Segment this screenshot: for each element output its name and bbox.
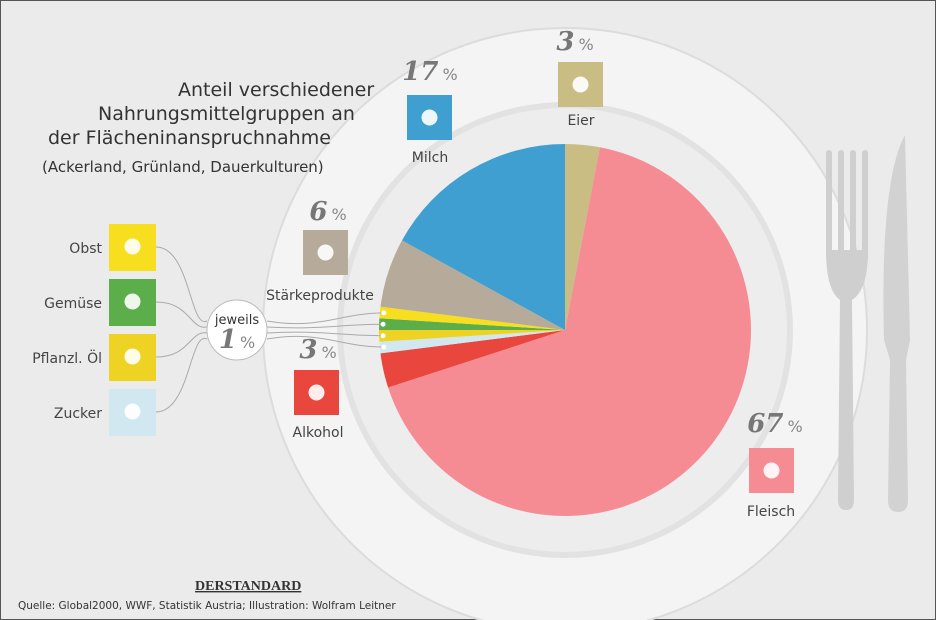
pie-slice: [379, 306, 565, 330]
pie-slice: [379, 330, 565, 354]
value-unit: %: [442, 65, 457, 84]
subtitle: (Ackerland, Grünland, Dauerkulturen): [42, 158, 324, 176]
icon: [572, 76, 589, 93]
value-label: 67%: [747, 409, 802, 439]
icon: [308, 384, 325, 401]
value-unit: %: [578, 35, 593, 54]
value-number: 3: [299, 335, 317, 365]
value-label: 3%: [299, 335, 336, 365]
icon: [763, 462, 780, 479]
group-circle: [206, 299, 268, 361]
category-label: Pflanzl. Öl: [32, 349, 102, 367]
connector: [266, 323, 384, 329]
group-label: jeweils: [214, 313, 259, 328]
pie-slice: [380, 330, 565, 388]
connector: [155, 338, 208, 413]
category-label: Fleisch: [747, 504, 795, 520]
pie-slice: [402, 144, 565, 330]
connector-dot: [380, 321, 386, 327]
value-label: 6%: [309, 197, 346, 227]
title-line: Nahrungsmittelgruppen an: [98, 103, 355, 125]
connector-dot: [380, 333, 386, 339]
value-number: 67: [747, 409, 783, 439]
title-line: der Flächeninanspruchnahme: [48, 127, 331, 149]
value-unit: %: [321, 343, 336, 362]
category-label: Milch: [412, 150, 448, 166]
value-label: 3%: [556, 27, 593, 57]
value-number: 3: [556, 27, 574, 57]
group-value: 1%: [219, 325, 255, 355]
fork: [826, 150, 868, 510]
connector: [155, 246, 208, 322]
value-number: 17: [402, 57, 438, 87]
value-unit: %: [787, 417, 802, 436]
category-label: Gemüse: [44, 296, 102, 312]
category-label: Alkohol: [293, 425, 344, 441]
pie-slice: [379, 330, 565, 342]
title-line: Anteil verschiedener: [178, 79, 374, 101]
icon: [124, 238, 141, 255]
connector: [155, 332, 208, 358]
icon: [124, 348, 141, 365]
value-unit: %: [240, 333, 255, 352]
knife: [883, 135, 910, 512]
pie-slice: [380, 240, 565, 330]
icon: [124, 293, 141, 310]
category-label: Obst: [69, 241, 102, 257]
source: Quelle: Global2000, WWF, Statistik Austr…: [18, 600, 396, 612]
value-label: 17%: [402, 57, 457, 87]
pie-slice: [565, 144, 600, 330]
connector: [266, 312, 384, 325]
connector: [266, 335, 384, 348]
icon: [421, 109, 438, 126]
value-number: 6: [309, 197, 327, 227]
icon: [124, 403, 141, 420]
connector: [266, 331, 384, 337]
value-unit: %: [331, 205, 346, 224]
value-number: 1: [219, 325, 237, 355]
category-label: Stärkeprodukte: [266, 288, 374, 304]
category-label: Zucker: [54, 406, 102, 422]
connector: [155, 301, 208, 328]
connector-dot: [381, 310, 387, 316]
pie-slice: [388, 147, 751, 517]
category-label: Eier: [567, 113, 594, 129]
source-logo: DERSTANDARD: [195, 579, 301, 594]
pie-slice: [379, 318, 565, 330]
connector-dot: [381, 344, 387, 350]
icon: [317, 244, 334, 261]
